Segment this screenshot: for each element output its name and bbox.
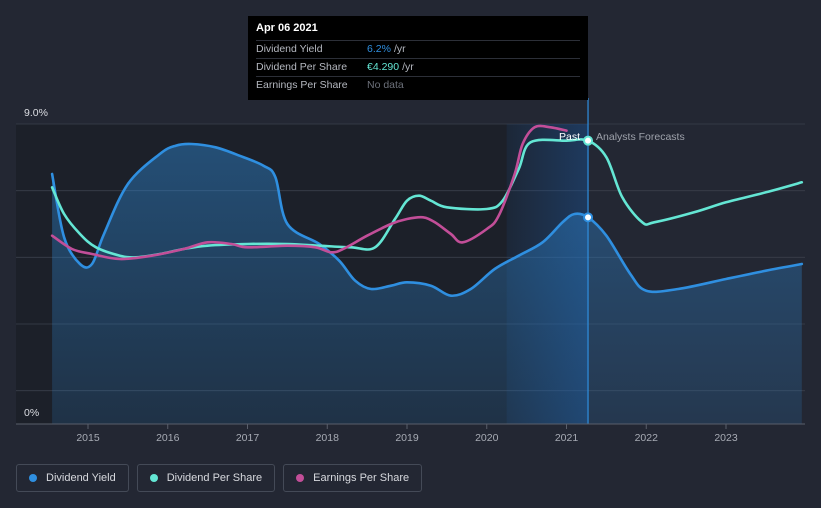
tooltip-unit: /yr (393, 43, 406, 55)
tooltip-row-earnings-per-share: Earnings Per Share No data (256, 76, 580, 94)
past-label: Past (559, 131, 580, 143)
series-area-dividend-yield (52, 143, 802, 424)
legend-dot-icon (149, 474, 158, 482)
x-tick-label: 2018 (316, 432, 340, 444)
tooltip-row-dividend-yield: Dividend Yield 6.2% /yr (256, 40, 580, 58)
legend-label: Dividend Yield (46, 472, 116, 484)
tooltip-value: €4.290 (367, 61, 400, 73)
x-tick-label: 2021 (555, 432, 579, 444)
tooltip-unit: /yr (402, 61, 414, 73)
tooltip-date: Apr 06 2021 (256, 22, 318, 34)
x-tick-label: 2019 (395, 432, 419, 444)
tooltip-value: No data (367, 79, 404, 91)
tooltip-label: Dividend Per Share (256, 61, 348, 73)
x-tick-label: 2023 (714, 432, 738, 444)
y-tick-label-max: 9.0% (24, 107, 48, 119)
tooltip-label: Dividend Yield (256, 43, 323, 55)
x-tick-label: 2022 (635, 432, 659, 444)
legend: Dividend Yield Dividend Per Share Earnin… (16, 464, 423, 492)
marker-dividend-per-share (583, 135, 594, 146)
series-line-earnings-per-share (50, 124, 568, 261)
x-tick-label: 2020 (475, 432, 499, 444)
legend-item-dividend-yield[interactable]: Dividend Yield (16, 464, 129, 492)
tooltip: Apr 06 2021 Dividend Yield 6.2% /yr Divi… (248, 16, 588, 100)
legend-dot-icon (296, 474, 305, 482)
forecast-label: Analysts Forecasts (596, 131, 685, 143)
legend-item-earnings-per-share[interactable]: Earnings Per Share (283, 464, 423, 492)
tooltip-row-dividend-per-share: Dividend Per Share €4.290 /yr (256, 58, 580, 76)
legend-label: Dividend Per Share (166, 472, 263, 484)
x-tick-label: 2016 (156, 432, 180, 444)
x-tick-label: 2017 (236, 432, 260, 444)
legend-label: Earnings Per Share (313, 472, 410, 484)
marker-dividend-yield (583, 212, 594, 223)
y-tick-label-min: 0% (24, 407, 39, 419)
legend-dot-icon (29, 474, 37, 482)
x-tick-label: 2015 (76, 432, 100, 444)
tooltip-label: Earnings Per Share (256, 79, 348, 91)
tooltip-value: 6.2% (367, 43, 391, 55)
series-line-dividend-yield (50, 142, 804, 298)
legend-item-dividend-per-share[interactable]: Dividend Per Share (136, 464, 276, 492)
